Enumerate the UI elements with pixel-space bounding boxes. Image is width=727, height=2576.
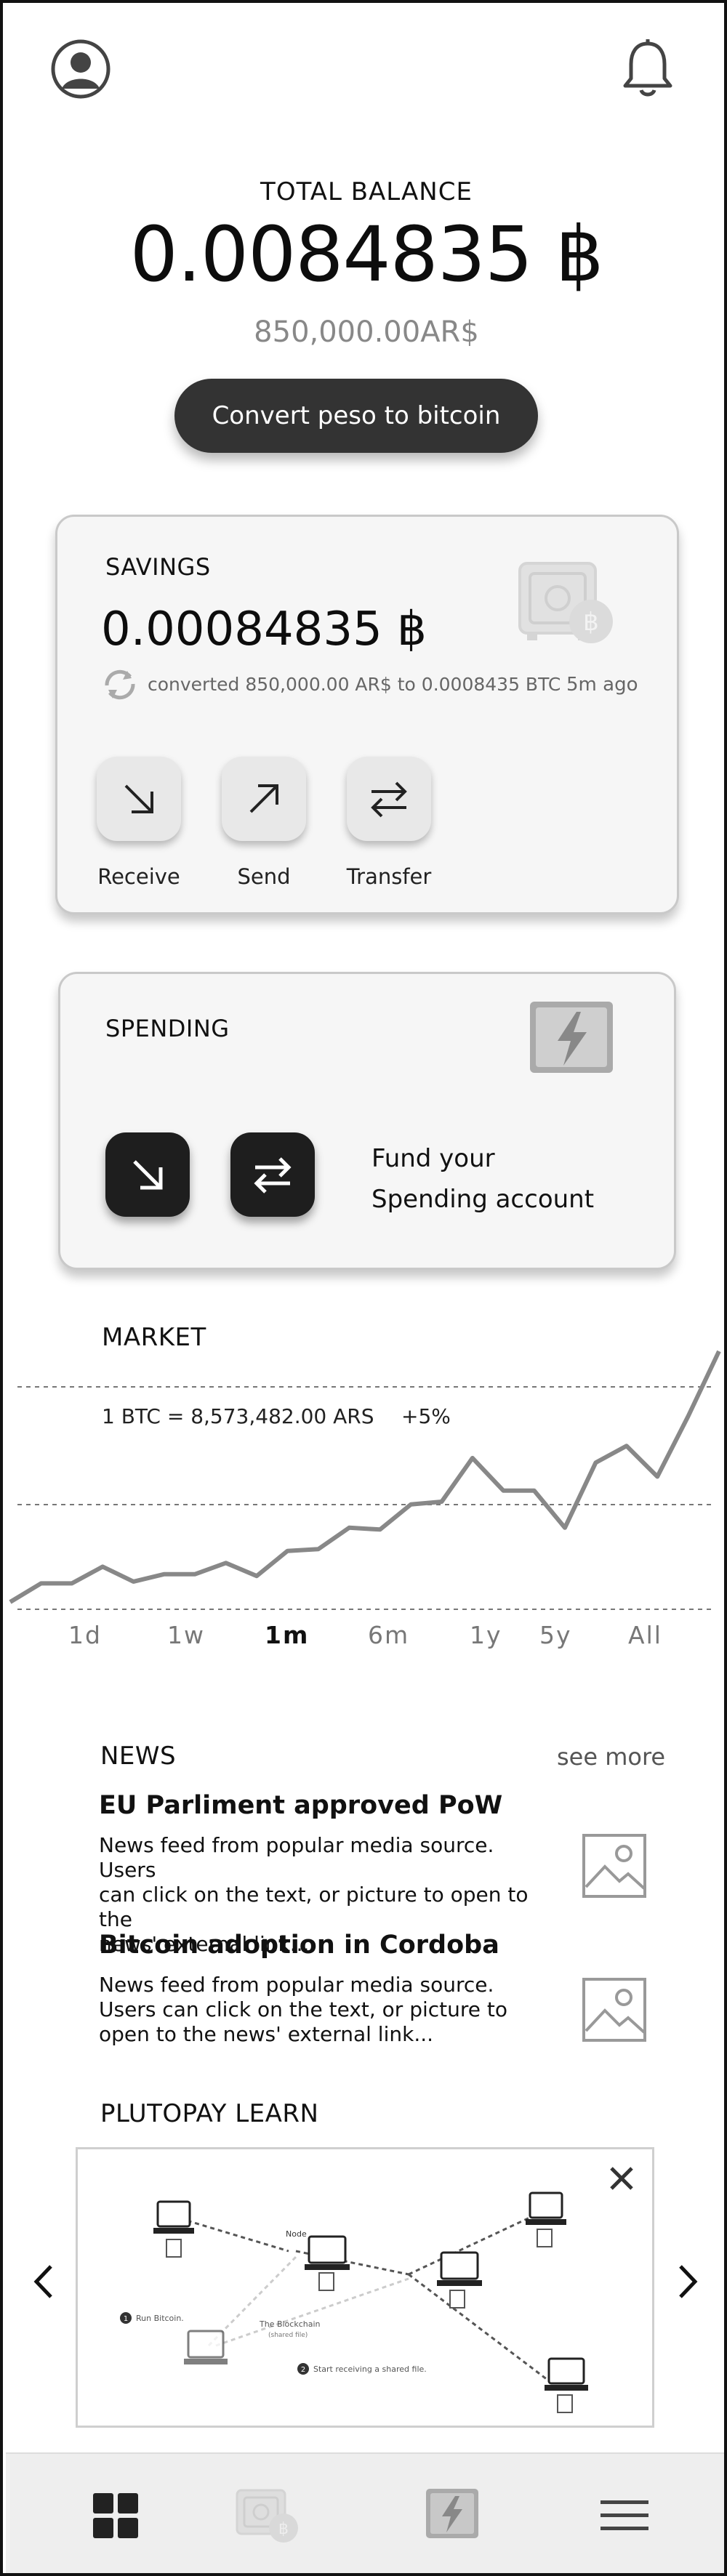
carousel-next-button[interactable] [673, 2256, 702, 2307]
carousel-prev-button[interactable] [29, 2256, 58, 2307]
arrow-up-right-icon [249, 784, 278, 813]
total-balance-value: 0.0084835 ฿ [129, 210, 604, 299]
range-tab-1w[interactable]: 1w [167, 1621, 205, 1649]
total-balance-fiat: 850,000.00AR$ [254, 315, 479, 349]
chevron-left-icon [33, 2265, 52, 2298]
news-item-body-line: News feed from popular media source. Use… [99, 1833, 494, 1882]
computer-icon [526, 2191, 566, 2247]
news-item-body: News feed from popular media source. Use… [99, 1973, 550, 2047]
range-tab-1y[interactable]: 1y [470, 1621, 502, 1649]
computer-icon [153, 2200, 194, 2258]
computer-icon [545, 2357, 588, 2413]
lightning-icon [529, 1000, 614, 1074]
receive-label: Receive [97, 864, 180, 889]
savings-card[interactable]: SAVINGS ฿ 0.00084835 ฿ converted 850,000… [55, 515, 679, 914]
diagram-run-label: Run Bitcoin. [136, 2314, 184, 2323]
convert-button[interactable]: Convert peso to bitcoin [174, 379, 538, 453]
fund-spending-text: Fund your Spending account [371, 1138, 594, 1220]
news-item-body-line: news' external link... [99, 1932, 310, 1956]
btc-rate: 1 BTC = 8,573,482.00 ARS [102, 1404, 374, 1428]
notifications-button[interactable] [619, 38, 676, 100]
bottom-navigation: ฿ [6, 2452, 724, 2573]
diagram-step-2: 2 [301, 2366, 305, 2374]
safe-bitcoin-icon: ฿ [515, 558, 617, 652]
send-label: Send [237, 864, 291, 889]
news-item[interactable]: Bitcoin adoption in Cordoba News feed fr… [99, 1931, 666, 2061]
nav-spending[interactable] [425, 2487, 480, 2540]
swap-arrows-icon [371, 781, 407, 818]
nav-savings[interactable]: ฿ [234, 2486, 301, 2545]
refresh-icon [101, 668, 139, 700]
news-item-body-line: can click on the text, or picture to ope… [99, 1883, 529, 1931]
price-series-line [9, 1350, 721, 1604]
spending-title: SPENDING [105, 1015, 230, 1042]
bell-icon [623, 39, 672, 97]
news-item-body-line: open to the news' external link... [99, 2022, 434, 2046]
send-button[interactable] [222, 757, 306, 841]
nav-menu[interactable] [599, 2497, 650, 2534]
btc-change: +5% [401, 1404, 451, 1428]
savings-value: 0.00084835 ฿ [101, 603, 427, 656]
image-placeholder-icon [582, 1978, 646, 2042]
arrow-down-right-icon [133, 1160, 163, 1190]
news-item-body-line: News feed from popular media source. [99, 1973, 494, 1997]
spending-transfer-button[interactable] [230, 1132, 315, 1217]
transfer-label: Transfer [346, 864, 432, 889]
range-tab-1m[interactable]: 1m [265, 1621, 310, 1649]
range-tabs: 1d 1w 1m 6m 1y 5y All [47, 1621, 701, 1657]
market-title: MARKET [102, 1323, 206, 1352]
fund-line-2: Spending account [371, 1185, 595, 1214]
range-tab-5y[interactable]: 5y [539, 1621, 572, 1649]
chevron-right-icon [679, 2265, 698, 2298]
fund-line-1: Fund your [371, 1144, 495, 1173]
news-item-body: News feed from popular media source. Use… [99, 1833, 550, 1957]
diagram-blockchain-sub: (shared file) [268, 2332, 308, 2339]
news-item-body-line: Users can click on the text, or picture … [99, 1997, 508, 2021]
computer-icon [305, 2235, 350, 2291]
safe-bitcoin-icon: ฿ [236, 2489, 298, 2543]
transfer-button[interactable] [347, 757, 431, 841]
fund-spending-button[interactable] [105, 1132, 190, 1217]
converted-timestamp: 5m ago [566, 674, 638, 696]
svg-text:฿: ฿ [278, 2520, 289, 2538]
converted-text: converted 850,000.00 AR$ to 0.0008435 BT… [148, 674, 561, 695]
range-tab-1d[interactable]: 1d [68, 1621, 102, 1649]
network-diagram: Node 1 Run Bitcoin. The Blockchain (shar… [120, 2191, 588, 2413]
learn-title: PLUTOPAY LEARN [100, 2099, 319, 2128]
range-tab-all[interactable]: All [628, 1621, 662, 1649]
close-learn-button[interactable] [607, 2164, 636, 2193]
see-more-link[interactable]: see more [557, 1743, 666, 1771]
diagram-node-label: Node [286, 2229, 307, 2239]
news-title: NEWS [100, 1742, 177, 1771]
arrow-down-right-icon [124, 784, 153, 813]
spending-card[interactable]: SPENDING Fund your Spending ac [58, 972, 676, 1270]
hamburger-menu-icon [601, 2500, 648, 2530]
close-icon [610, 2167, 633, 2190]
receive-button[interactable] [97, 757, 181, 841]
learn-carousel-card[interactable]: Node 1 Run Bitcoin. The Blockchain (shar… [76, 2147, 654, 2428]
profile-button[interactable] [49, 38, 112, 100]
dashboard-grid-icon [93, 2493, 138, 2538]
lightning-icon [426, 2489, 478, 2538]
image-placeholder-icon [582, 1834, 646, 1898]
swap-arrows-icon [254, 1157, 292, 1194]
range-tab-6m[interactable]: 6m [368, 1621, 410, 1649]
diagram-blockchain-label: The Blockchain [259, 2319, 321, 2329]
computer-icon [184, 2330, 228, 2364]
savings-title: SAVINGS [105, 553, 211, 581]
news-item-title: EU Parliment approved PoW [99, 1791, 503, 1820]
diagram-start-label: Start receiving a shared file. [313, 2364, 427, 2374]
svg-text:฿: ฿ [583, 608, 599, 637]
nav-dashboard[interactable] [92, 2492, 140, 2540]
user-circle-icon [51, 39, 111, 99]
total-balance-label: TOTAL BALANCE [260, 177, 473, 206]
diagram-step-1: 1 [124, 2315, 128, 2323]
news-item[interactable]: EU Parliment approved PoW News feed from… [99, 1791, 666, 1956]
market-chart [9, 1350, 721, 1610]
computer-icon [437, 2251, 482, 2309]
news-item-title: Bitcoin adoption in Cordoba [99, 1931, 499, 1960]
